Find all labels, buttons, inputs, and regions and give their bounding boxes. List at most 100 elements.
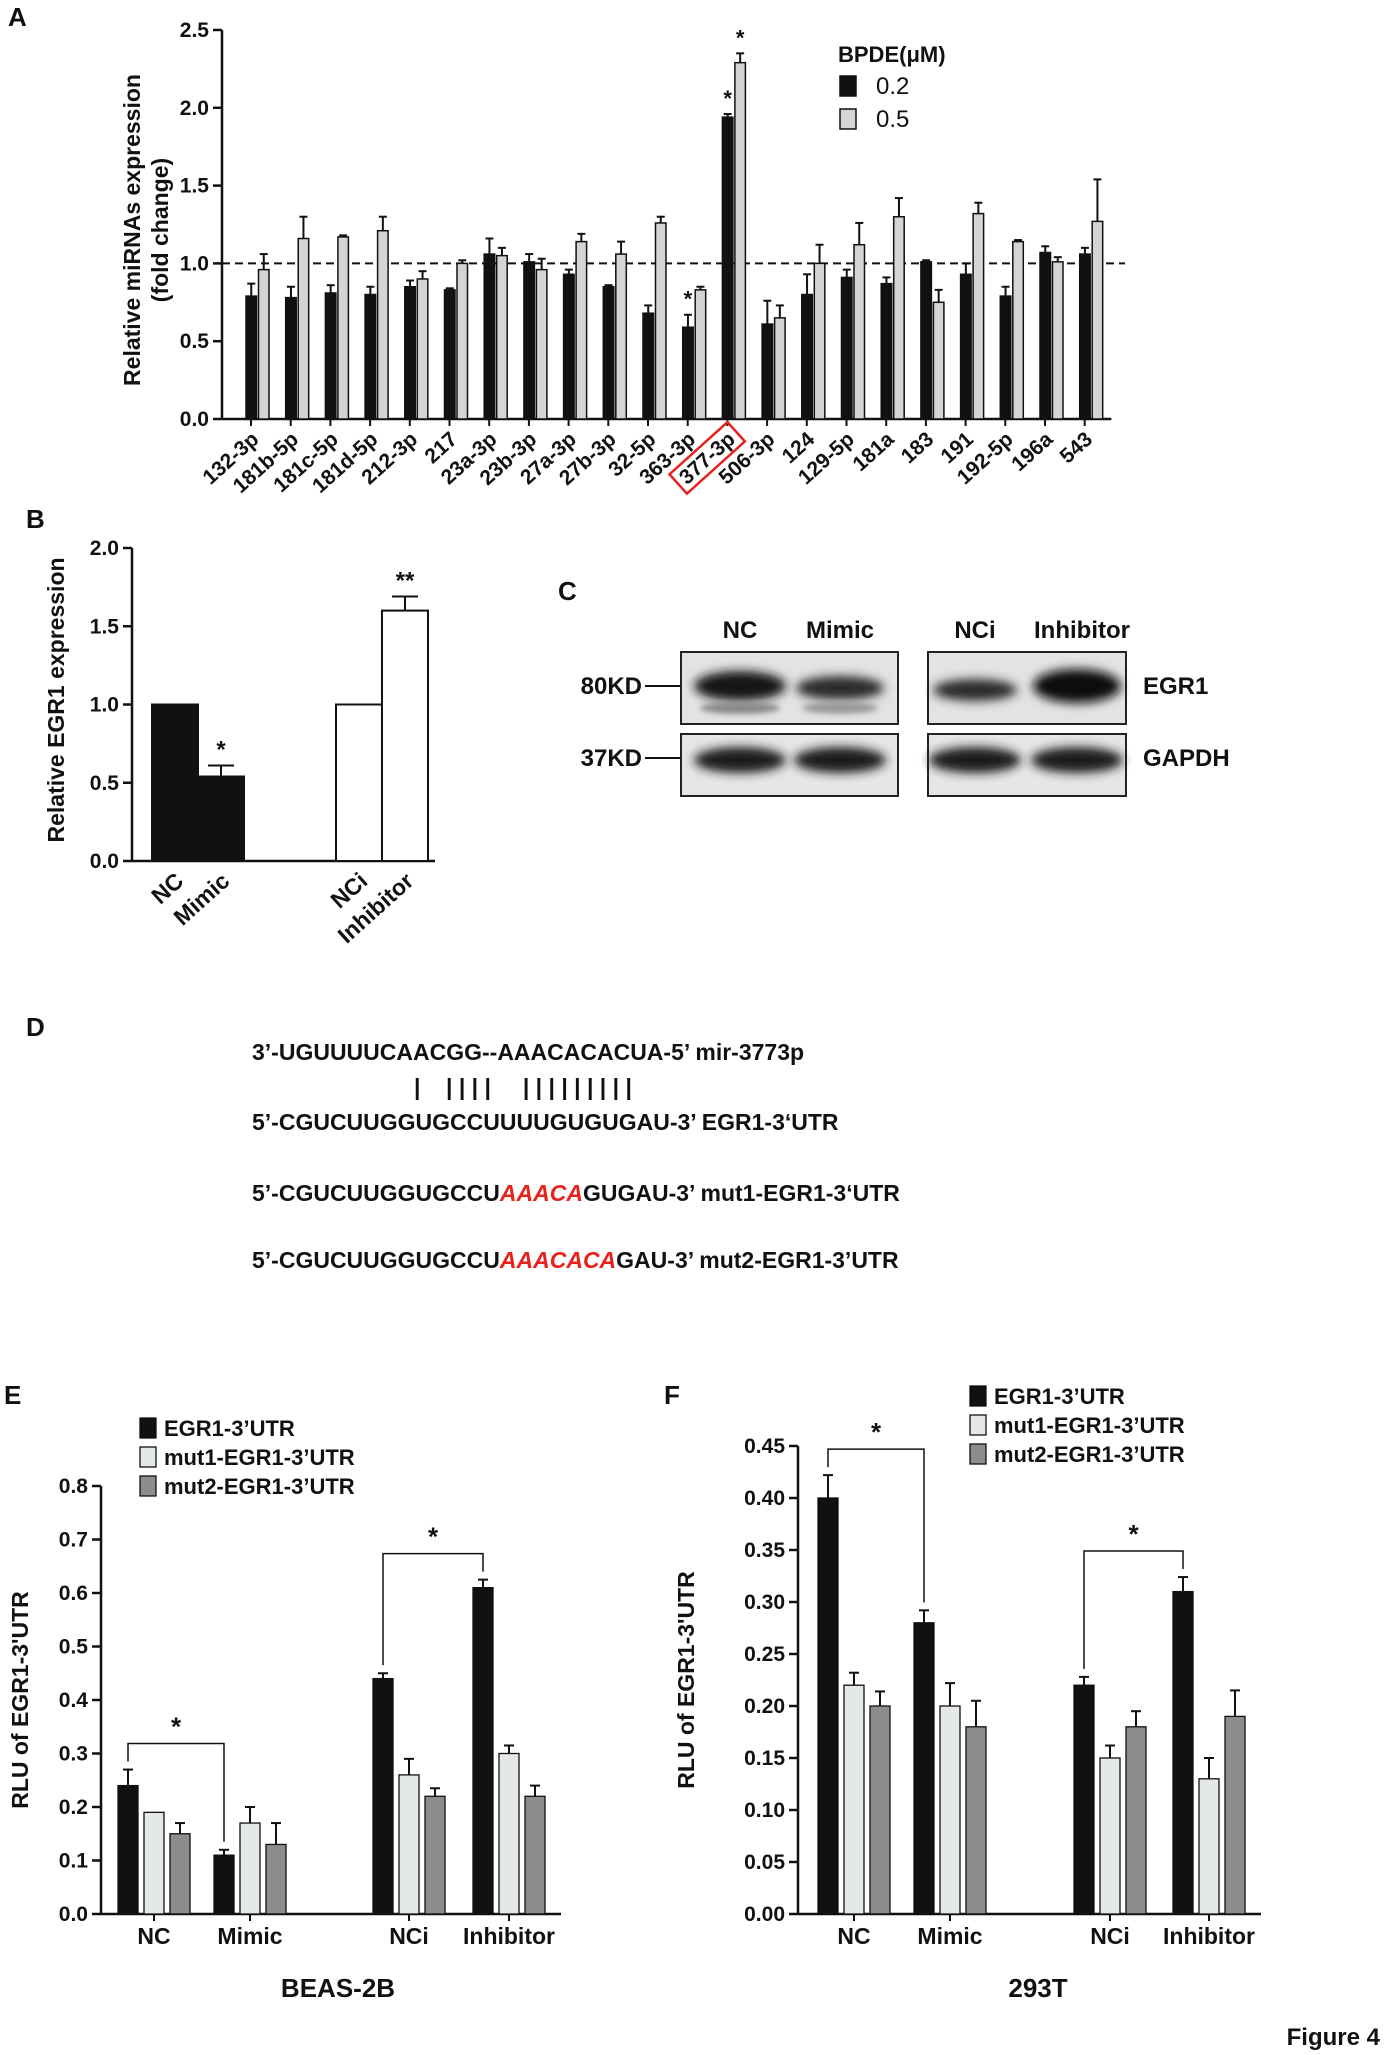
bar xyxy=(1172,1590,1194,1915)
bar xyxy=(920,261,933,420)
sequence-suffix: GAU-3’ mut2-EGR1-3’UTR xyxy=(616,1247,899,1273)
western-blot: NC Mimic NCi Inhibitor 80KD 37KD EGR1 GA… xyxy=(581,617,1230,797)
y-axis-label: Relative EGR1 expression xyxy=(43,557,69,842)
y-axis-label: (fold change) xyxy=(147,158,173,302)
y-tick-label: 0.0 xyxy=(90,850,119,873)
blot-band xyxy=(794,747,886,773)
x-category-label: 196a xyxy=(1007,427,1057,476)
bar xyxy=(472,1587,494,1915)
bar xyxy=(843,1684,865,1915)
bar xyxy=(456,262,469,420)
panel-label-a: A xyxy=(8,2,27,32)
bar xyxy=(840,276,853,420)
y-tick-label: 0.35 xyxy=(744,1539,785,1562)
sequence-prefix: 5’-CGUCUUGGUGCCU xyxy=(252,1180,500,1206)
x-category-label: NC xyxy=(137,1923,170,1949)
bar xyxy=(575,240,588,420)
mutated-bases: AAACA xyxy=(499,1180,583,1206)
bar xyxy=(151,703,199,862)
blot-lane-label: NC xyxy=(723,617,758,644)
legend-label: EGR1-3’UTR xyxy=(994,1384,1125,1409)
bar xyxy=(337,236,350,420)
mut2-utr-sequence: 5’-CGUCUUGGUGCCUAAACACAGAU-3’ mut2-EGR1-… xyxy=(252,1247,899,1273)
bar xyxy=(694,289,707,420)
legend-label: EGR1-3’UTR xyxy=(164,1416,295,1441)
sequence-alignment: 3’-UGUUUUCAACGG--AAACACACUA-5’ mir-3773p… xyxy=(252,1039,900,1273)
chart-title: 293T xyxy=(1008,1973,1067,2003)
legend-swatch xyxy=(839,108,857,130)
y-tick-label: 1.0 xyxy=(180,252,209,275)
legend-swatch xyxy=(969,1385,987,1407)
legend-label: mut2-EGR1-3’UTR xyxy=(164,1474,355,1499)
bar xyxy=(853,243,866,420)
significance-marker: * xyxy=(736,25,745,50)
bar xyxy=(245,295,258,420)
bar xyxy=(965,1726,987,1915)
wild-type-utr-sequence: 5’-CGUCUUGGUGCCUUUUGUGUGAU-3’ EGR1-3‘UTR xyxy=(252,1109,839,1135)
panel-label-e: E xyxy=(4,1380,21,1410)
x-category-label: NCi xyxy=(389,1923,429,1949)
chart-panel-f: 0.00 0.05 0.10 0.15 0.20 0.25 0.30 0.35 0.40 0.45… xyxy=(673,1384,1261,2003)
highlight-box xyxy=(667,420,747,496)
bar xyxy=(169,1833,191,1915)
bar xyxy=(398,1774,420,1915)
blot-marker-label: 37KD xyxy=(581,745,642,772)
y-tick-label: 0.05 xyxy=(744,1851,785,1874)
figure-caption-label: Figure 4 xyxy=(1287,2024,1381,2051)
blot-lane-label: NCi xyxy=(954,617,995,644)
significance-marker: * xyxy=(428,1522,439,1552)
bar xyxy=(880,282,893,420)
bar xyxy=(721,116,734,420)
blot-band xyxy=(700,702,780,714)
chart-panel-a: 0.00.51.01.52.02.5132-3p181b-5p181c-5p18… xyxy=(119,19,1125,498)
x-category-label: 183 xyxy=(897,428,938,469)
bar xyxy=(602,285,615,420)
y-tick-label: 0.1 xyxy=(59,1850,89,1873)
legend-swatch xyxy=(839,75,857,97)
bar xyxy=(999,295,1012,420)
bar xyxy=(801,293,814,420)
legend-label: 0.2 xyxy=(876,73,909,100)
blot-band xyxy=(802,702,878,714)
x-category-label: Inhibitor xyxy=(463,1923,555,1949)
base-pairing-lines: | | | | | | | | | | | | | | xyxy=(414,1074,632,1100)
bar xyxy=(734,61,747,420)
chart-panel-e: 0.0 0.1 0.2 0.3 0.4 0.5 0.6 0.7 0.8 NC Mimic NCi Inh… xyxy=(7,1416,561,2003)
blot-lane-label: Mimic xyxy=(806,617,874,644)
legend-swatch xyxy=(969,1443,987,1465)
y-axis-label: RLU of EGR1-3'UTR xyxy=(673,1571,699,1789)
bar xyxy=(213,1854,235,1915)
legend-label: mut1-EGR1-3’UTR xyxy=(164,1445,355,1470)
bar xyxy=(869,1705,891,1915)
bar xyxy=(257,268,270,420)
panel-label-b: B xyxy=(26,504,45,534)
mirna-sequence: 3’-UGUUUUCAACGG--AAACACACUA-5’ mir-3773p xyxy=(252,1039,804,1065)
chart-panel-b: 0.00.51.01.52.0NC*Mimic NCi**InhibitorRel… xyxy=(43,537,435,948)
y-tick-label: 0.5 xyxy=(180,330,210,353)
bar xyxy=(324,292,337,420)
blot-band xyxy=(796,676,884,700)
y-tick-label: 0.4 xyxy=(59,1689,89,1712)
blot-band xyxy=(694,747,786,773)
y-tick-label: 0.0 xyxy=(180,408,209,431)
bar xyxy=(1051,261,1064,420)
bar xyxy=(143,1811,165,1915)
chart-title: BEAS-2B xyxy=(281,1973,395,2003)
significance-marker: * xyxy=(723,86,732,111)
y-tick-label: 0.6 xyxy=(59,1582,88,1605)
bar xyxy=(416,278,429,420)
x-category-label: Mimic xyxy=(917,1923,982,1949)
comparison-bracket xyxy=(827,1448,925,1603)
significance-marker: * xyxy=(216,737,226,764)
bar xyxy=(654,222,667,420)
bar xyxy=(773,317,786,420)
bar xyxy=(117,1784,139,1915)
legend-swatch xyxy=(139,1417,157,1439)
y-tick-label: 1.5 xyxy=(180,175,210,198)
bar xyxy=(364,293,377,420)
bar xyxy=(939,1705,961,1915)
blot-lane-label: Inhibitor xyxy=(1034,617,1130,644)
bar xyxy=(1125,1726,1147,1915)
comparison-bracket xyxy=(382,1552,484,1666)
